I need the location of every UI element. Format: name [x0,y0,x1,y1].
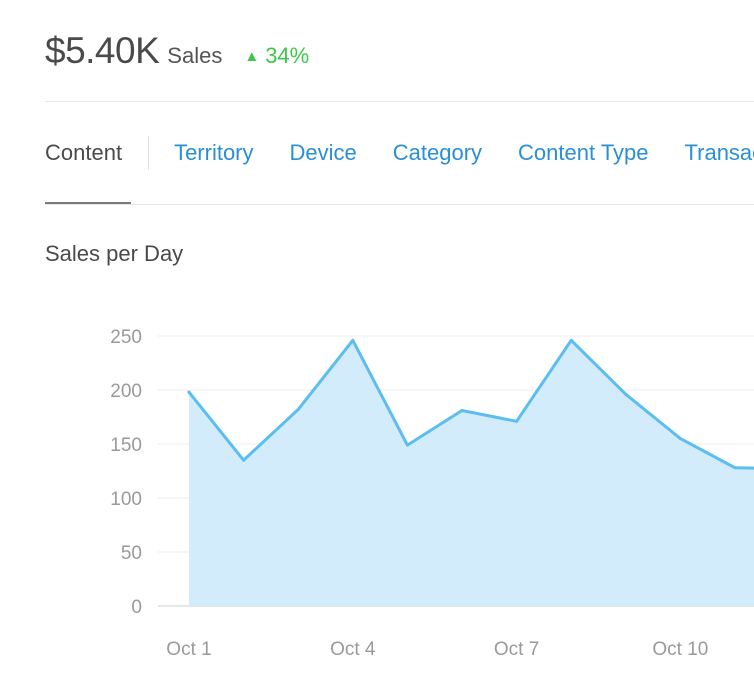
sales-change-badge: ▲ 34% [244,43,309,69]
data-point [460,409,464,413]
y-tick-label: 150 [110,435,142,456]
sales-line [187,338,754,470]
tab-content-type[interactable]: Content Type [518,140,649,165]
sales-summary: $5.40K Sales ▲ 34% [45,30,309,80]
sales-change-value: 34% [265,43,310,68]
dimension-tabs: Content Territory Device Category Conten… [45,128,754,178]
data-point [187,390,191,394]
chart-title: Sales per Day [45,241,184,266]
tab-category[interactable]: Category [392,140,483,165]
x-tick-label: Oct 10 [652,639,708,660]
sales-amount-label: Sales [167,43,223,68]
y-tick-label: 100 [110,489,142,510]
triangle-up-icon: ▲ [244,48,260,65]
data-point [733,466,737,470]
y-tick-label: 50 [121,543,142,564]
data-point [515,419,519,423]
data-point [569,338,573,342]
data-point [351,338,355,342]
tab-territory[interactable]: Territory [174,140,254,165]
data-point [624,392,628,396]
tab-transaction-type[interactable]: Transaction Type [684,140,754,165]
tab-separator [148,136,150,170]
data-point [296,407,300,411]
y-tick-label: 250 [110,327,142,348]
tabs-divider [45,204,754,205]
sales-amount: $5.40K [45,30,160,71]
x-tick-label: Oct 4 [330,639,376,660]
x-tick-label: Oct 1 [166,639,211,660]
sales-area-fill [189,340,754,606]
y-tick-label: 200 [110,381,142,402]
data-point [678,437,682,441]
x-tick-label: Oct 7 [494,639,539,660]
tab-content[interactable]: Content [45,140,123,165]
data-point [242,458,246,462]
active-tab-indicator [45,202,131,205]
y-tick-label: 0 [131,597,142,618]
data-point [405,443,409,447]
summary-divider [45,101,754,102]
tab-device[interactable]: Device [289,140,357,165]
